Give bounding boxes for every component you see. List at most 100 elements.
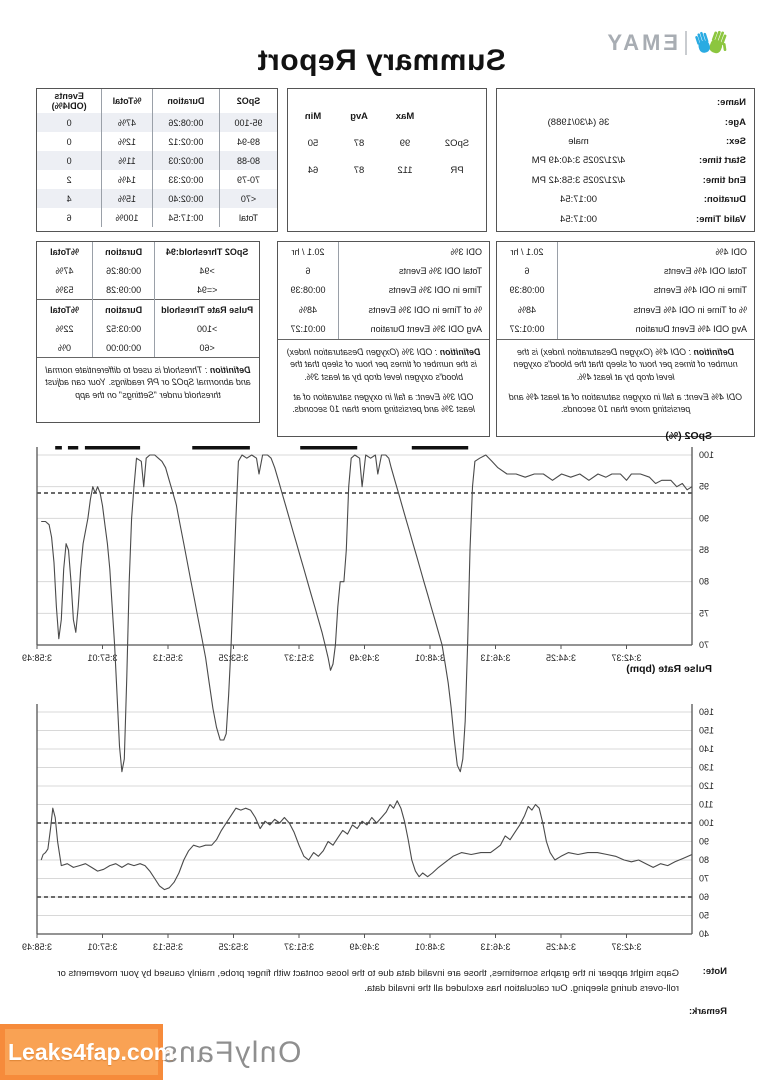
table-cell: 00:02:33 xyxy=(152,170,220,189)
table-row: >100 00:03:52 22% xyxy=(37,319,259,338)
x-tick-label: 3:44:25 xyxy=(546,942,576,952)
spo2-chart: 70 75 80 85 90 95 100 3:42:37 3:44:25 3:46:13 3:48… xyxy=(22,446,714,773)
hands-logo-icon xyxy=(695,30,727,54)
vitals-header-row: Max Avg Min xyxy=(288,103,486,130)
table-cell: 00:02:40 xyxy=(152,189,220,208)
table-cell: 12% xyxy=(101,132,153,151)
table-cell: %Total xyxy=(37,299,93,319)
vitals-cell: 50 xyxy=(307,138,319,149)
table-cell: 0 xyxy=(37,132,102,151)
odi-label: % of Time in ODI 4% Events xyxy=(633,304,747,315)
odi-label: ODI 4% xyxy=(715,246,747,257)
table-cell: 53% xyxy=(37,280,93,299)
x-tick-label: 3:42:37 xyxy=(611,942,641,952)
x-tick-label: 3:51:37 xyxy=(284,942,314,952)
odi-event-bar xyxy=(67,446,79,450)
table-cell: 0 xyxy=(37,151,102,170)
y-tick-label: 110 xyxy=(699,800,713,810)
table-row: >94 00:08:26 47% xyxy=(37,261,259,280)
table-cell: 00:17:54 xyxy=(152,208,220,227)
info-value: 00:17:54 xyxy=(560,194,597,206)
y-tick-label: 130 xyxy=(699,763,714,773)
x-tick-label: 3:57:01 xyxy=(87,653,117,663)
x-tick-label: 3:51:37 xyxy=(284,653,314,663)
y-tick-label: 150 xyxy=(699,726,714,736)
table-cell: Duration xyxy=(92,242,155,261)
odi-value: 6 xyxy=(497,261,558,281)
odi-row: ODI 3% 20.1 / hr xyxy=(278,242,489,262)
spo2-distribution-box: SpO2 Duration %Total Events (ODI4%) 95-100 00… xyxy=(36,88,278,232)
odi3-table: ODI 3% 20.1 / hr Total ODI 3% Events 6 Time … xyxy=(278,242,489,339)
info-label: Valid Time: xyxy=(696,213,746,225)
odi-value: 20.1 / hr xyxy=(497,242,558,262)
y-tick-label: 90 xyxy=(699,513,709,523)
table-cell: Duration xyxy=(152,89,220,113)
table-cell: %Total xyxy=(101,89,153,113)
table-cell: Total xyxy=(238,212,258,223)
odi4-table: ODI 4% 20.1 / hr Total ODI 4% Events 6 Time … xyxy=(497,242,754,339)
table-cell: 00:08:26 xyxy=(152,113,220,132)
odi-row: Avg ODI 3% Event Duration 00:01:27 xyxy=(278,319,489,339)
info-label: Age: xyxy=(724,116,746,128)
table-cell: Pulse Rate Threshold xyxy=(161,304,254,315)
table-cell: SpO2 Threshold:94 xyxy=(165,246,249,257)
info-label: Duration: xyxy=(703,194,746,206)
odi-row: Time in ODI 3% Events 00:08:39 xyxy=(278,280,489,301)
vitals-summary-box: Max Avg Min SpO2 99 87 50 PR 112 87 64 xyxy=(287,88,487,232)
table-cell: 47% xyxy=(37,261,93,280)
x-tick-label: 3:53:25 xyxy=(218,942,248,952)
odi-label: Avg ODI 4% Event Duration xyxy=(635,324,747,335)
vitals-cell: Max xyxy=(395,111,415,122)
odi-label: ODI 3% xyxy=(450,246,482,257)
table-cell: 2 xyxy=(37,170,102,189)
y-tick-label: 40 xyxy=(699,929,709,939)
y-tick-label: 75 xyxy=(699,608,709,618)
odi-value: 00:08:39 xyxy=(497,280,558,301)
x-tick-label: 3:46:13 xyxy=(480,653,510,663)
odi-value: 6 xyxy=(278,261,339,281)
table-cell: 22% xyxy=(37,319,93,338)
threshold-definition: Definition : Threshold is used to differ… xyxy=(37,357,259,407)
odi-label: Time in ODI 4% Events xyxy=(653,285,747,296)
info-label: Sex: xyxy=(725,135,746,147)
odi-row: Total ODI 4% Events 6 xyxy=(497,261,754,281)
spo2-threshold-table: SpO2 Threshold:94 Duration %Total >94 00:08:… xyxy=(37,242,259,299)
info-row: Sex: male xyxy=(497,132,754,151)
odi-event-bar xyxy=(84,446,141,450)
y-tick-label: 80 xyxy=(699,577,709,587)
table-cell: >94 xyxy=(199,265,215,276)
y-tick-label: 140 xyxy=(699,744,714,754)
definition-label: Definition xyxy=(209,365,251,375)
vitals-cell: SpO2 xyxy=(444,138,470,149)
pr-threshold-table: Pulse Rate Threshold Duration %Total >100 00… xyxy=(37,299,259,357)
info-row: End time: 4/21/2025 3:58:42 PM xyxy=(497,171,754,190)
table-row: <60 00:00:00 0% xyxy=(37,338,259,357)
table-cell: 80-88 xyxy=(236,155,260,166)
spo2-trace xyxy=(41,454,693,773)
odi4-definition: Definition : ODI 4% (Oxygen Desaturation… xyxy=(497,338,754,422)
table-row: 95-100 00:08:26 47% 0 xyxy=(37,113,277,132)
odi-event-bar xyxy=(300,446,358,450)
table-cell: 0 xyxy=(37,113,102,132)
table-row: 80-88 00:02:03 11% 0 xyxy=(37,151,277,170)
y-tick-label: 100 xyxy=(699,818,714,828)
table-cell: 11% xyxy=(101,151,153,170)
table-cell: 89-94 xyxy=(236,136,260,147)
odi-label: Total ODI 3% Events xyxy=(398,266,482,277)
x-tick-label: 3:44:25 xyxy=(546,653,576,663)
definition-label: Definition xyxy=(693,346,735,357)
remark-label: Remark: xyxy=(688,1006,727,1017)
table-cell: 4 xyxy=(37,189,102,208)
info-row: Start time: 4/21/2025 3:40:49 PM xyxy=(497,151,754,170)
info-value: 4/21/2025 3:40:49 PM xyxy=(531,155,626,167)
table-cell: 00:09:28 xyxy=(92,280,155,299)
table-cell: 00:03:52 xyxy=(92,319,155,338)
table-header-row: SpO2 Threshold:94 Duration %Total xyxy=(37,242,259,261)
y-tick-label: 50 xyxy=(699,911,709,921)
odi3-definition: Definition : ODI 3% (Oxygen Desaturation… xyxy=(278,338,489,422)
info-row: Valid Time: 00:17:54 xyxy=(497,209,754,228)
table-cell: 6 xyxy=(37,208,102,227)
y-tick-label: 160 xyxy=(699,707,714,717)
note-text: Gaps might appear in the graphs sometime… xyxy=(57,968,679,995)
